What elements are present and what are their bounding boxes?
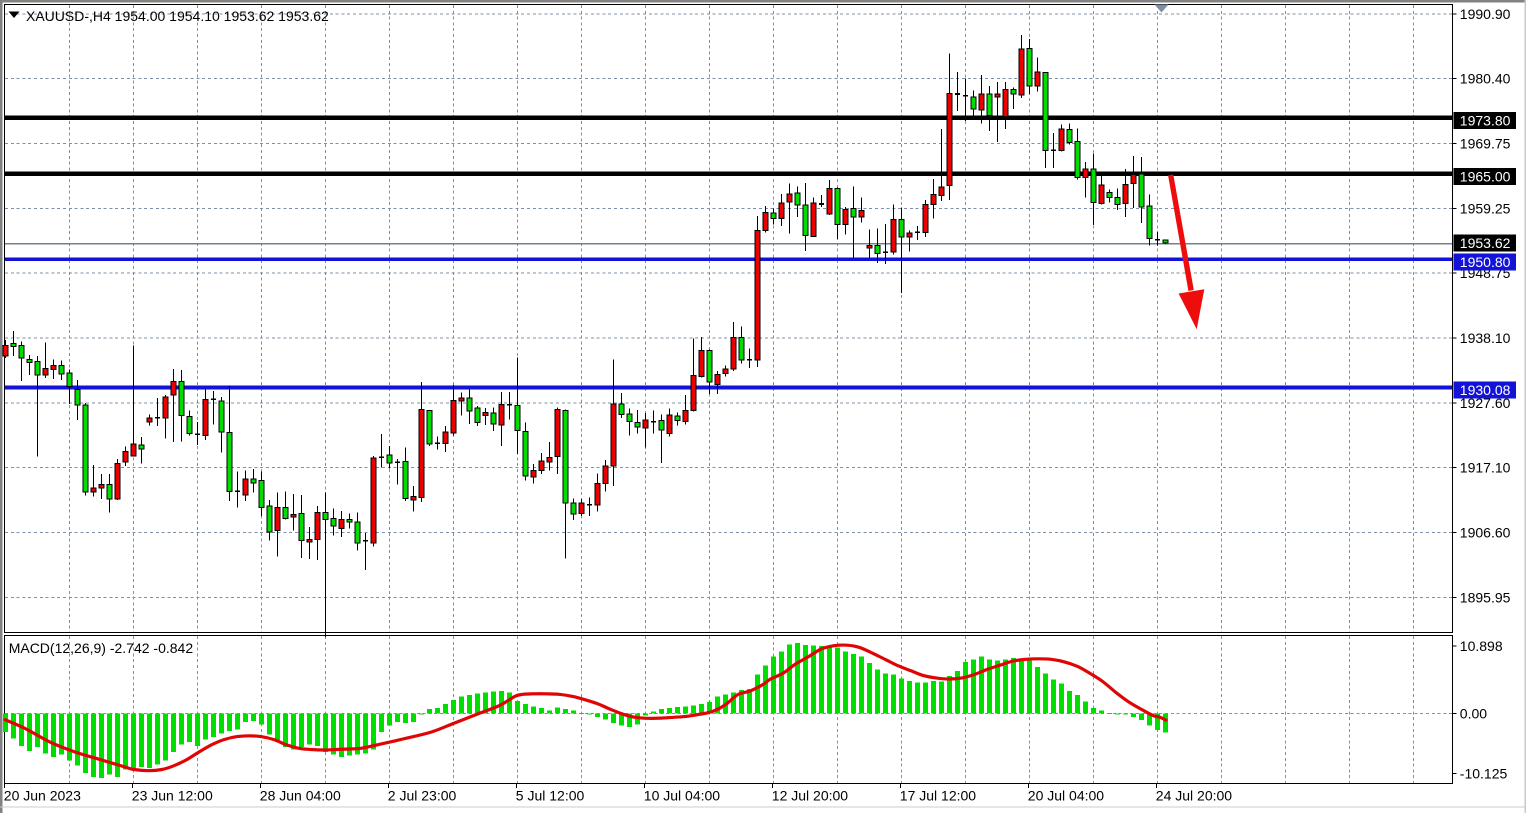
svg-text:2 Jul 23:00: 2 Jul 23:00 — [388, 788, 457, 804]
svg-text:XAUUSD-,H4 1954.00 1954.10 19: XAUUSD-,H4 1954.00 1954.10 1953.62 1953.… — [26, 8, 329, 24]
svg-text:1950.80: 1950.80 — [1460, 254, 1511, 270]
svg-text:12 Jul 20:00: 12 Jul 20:00 — [772, 788, 848, 804]
svg-text:1917.10: 1917.10 — [1460, 460, 1511, 476]
svg-text:24 Jul 20:00: 24 Jul 20:00 — [1156, 788, 1232, 804]
svg-text:MACD(12,26,9) -2.742 -0.842: MACD(12,26,9) -2.742 -0.842 — [9, 640, 194, 656]
svg-text:1906.60: 1906.60 — [1460, 525, 1511, 541]
svg-text:-10.125: -10.125 — [1460, 766, 1508, 782]
svg-text:0.00: 0.00 — [1460, 706, 1487, 722]
svg-text:1959.25: 1959.25 — [1460, 200, 1511, 216]
svg-text:20 Jun 2023: 20 Jun 2023 — [4, 788, 81, 804]
svg-text:1930.08: 1930.08 — [1460, 382, 1511, 398]
svg-text:10 Jul 04:00: 10 Jul 04:00 — [644, 788, 720, 804]
svg-text:1990.90: 1990.90 — [1460, 6, 1511, 22]
svg-text:1953.62: 1953.62 — [1460, 235, 1511, 251]
svg-text:1938.10: 1938.10 — [1460, 330, 1511, 346]
svg-text:1973.80: 1973.80 — [1460, 113, 1511, 129]
svg-text:10.898: 10.898 — [1460, 638, 1503, 654]
svg-text:1927.60: 1927.60 — [1460, 395, 1511, 411]
svg-text:1965.00: 1965.00 — [1460, 169, 1511, 185]
svg-text:28 Jun 04:00: 28 Jun 04:00 — [260, 788, 341, 804]
svg-text:5 Jul 12:00: 5 Jul 12:00 — [516, 788, 585, 804]
svg-text:1895.95: 1895.95 — [1460, 589, 1511, 605]
svg-text:23 Jun 12:00: 23 Jun 12:00 — [132, 788, 213, 804]
svg-text:1980.40: 1980.40 — [1460, 71, 1511, 87]
svg-text:20 Jul 04:00: 20 Jul 04:00 — [1028, 788, 1104, 804]
svg-text:17 Jul 12:00: 17 Jul 12:00 — [900, 788, 976, 804]
svg-text:1969.75: 1969.75 — [1460, 136, 1511, 152]
